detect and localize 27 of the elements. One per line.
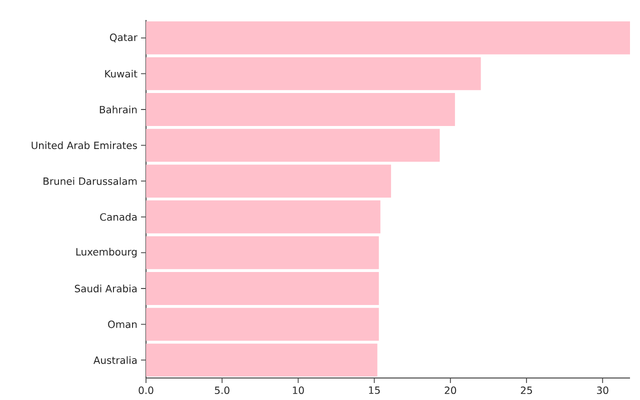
x-tick-label: 30 <box>597 386 608 394</box>
y-tick-label: Qatar <box>110 34 138 42</box>
x-tick-label: 15 <box>369 386 380 394</box>
y-tick-label: Luxembourg <box>76 248 137 258</box>
bar <box>146 57 481 90</box>
bar <box>146 164 392 198</box>
y-tick-label: Bahrain <box>100 106 137 114</box>
x-tick-label: 20 <box>444 386 456 394</box>
y-tick-label: Kuwait <box>105 70 138 78</box>
y-tick-label: United Arab Emirates <box>32 141 137 150</box>
x-tick-label: 10 <box>292 386 304 394</box>
y-tick-label: Saudi Arabia <box>74 284 137 292</box>
bar <box>146 21 630 54</box>
x-tick-label: 0.0 <box>138 386 154 394</box>
bar <box>146 344 378 377</box>
y-tick-label: Oman <box>108 320 137 328</box>
y-tick-label: Canada <box>100 213 137 221</box>
bar <box>146 200 380 234</box>
bar <box>146 308 379 341</box>
y-tick-label: Australia <box>93 356 137 364</box>
bar <box>146 272 379 305</box>
bar <box>146 128 440 162</box>
x-tick-label: 25 <box>520 386 532 394</box>
bar <box>146 236 379 270</box>
bar <box>146 93 455 126</box>
y-tick-label: Brunei Darussalam <box>44 177 137 185</box>
x-tick-label: 5.0 <box>214 386 230 394</box>
